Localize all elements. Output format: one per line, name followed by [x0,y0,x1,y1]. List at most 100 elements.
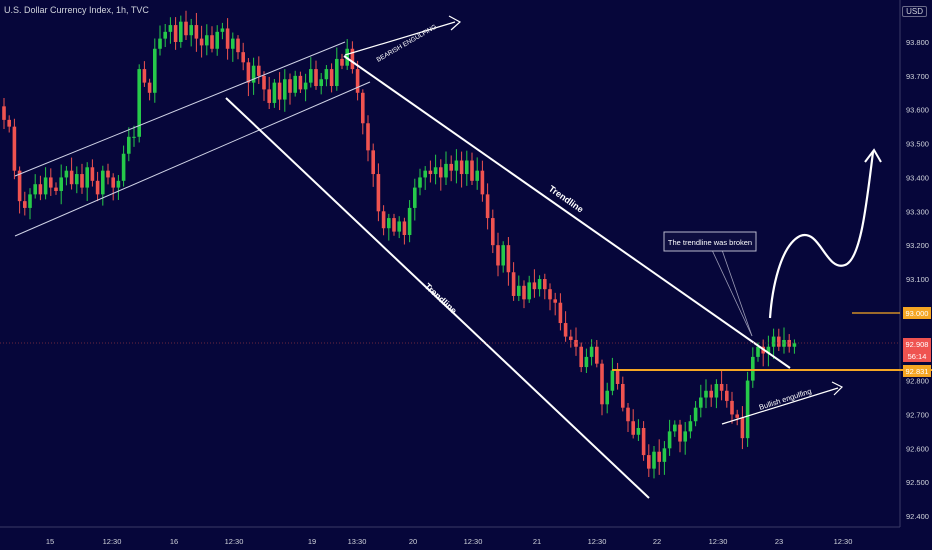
candle-body [127,136,131,154]
candle-body [43,177,48,195]
y-axis: 93.800 93.700 93.600 93.500 93.400 93.300 93.2… [906,38,929,521]
price-label-box [903,365,931,377]
candle-body [381,211,386,229]
candle-body [745,380,750,439]
candle-body [215,31,219,49]
bullish-arrow-line [721,387,839,425]
candle-body [33,184,37,195]
candle-body [584,356,589,368]
candle-body [449,163,453,171]
candle-body [28,194,32,208]
callout-box [663,231,757,252]
candle-body [444,163,448,178]
price-label-text: 92.908 [906,340,929,349]
candle-body [272,82,277,103]
candle-body [225,28,230,49]
candle-body [90,167,95,181]
candle-body [636,428,641,435]
candle-body [595,346,599,364]
y-tick-label: 92.600 [906,444,929,453]
candle-body [236,38,240,53]
channel-upper-line [14,41,346,177]
channel-lower-line [14,81,371,237]
candle-body [137,69,141,137]
candle-body [184,21,188,36]
candle-body [506,245,511,273]
bearish-arrow-head [448,15,462,31]
candle-body [205,35,209,46]
candle-body [657,451,661,462]
candle-body [407,207,412,236]
candle-body [631,421,635,435]
price-label-text: 93.000 [906,309,929,318]
candle-body [64,170,69,178]
candle-body [532,282,537,290]
candle-body [704,390,708,398]
candle-body [683,431,687,442]
candle-body [350,48,355,70]
candle-body [543,279,547,290]
candle-body [725,390,729,401]
candle-body [17,170,22,202]
candle-body [392,218,396,232]
x-tick-label: 12:30 [225,537,244,546]
candle-body [537,279,542,290]
candle-body [12,126,17,171]
candle-body [647,455,651,469]
x-tick-label: 21 [533,537,541,546]
candle-body [792,343,797,347]
candle-body [158,38,162,49]
candle-body [475,170,479,181]
candle-body [80,174,84,188]
x-tick-label: 19 [308,537,316,546]
candle-body [496,245,500,266]
candle-body [418,177,422,188]
y-tick-label: 93.300 [906,207,929,216]
candle-body [439,167,443,178]
candle-body [667,431,672,449]
candle-body [548,289,552,300]
x-tick-label: 16 [170,537,178,546]
price-label-box [903,307,931,319]
candle-body [288,79,292,93]
candle-body [7,119,11,127]
x-tick-label: 20 [409,537,417,546]
candle-body [324,69,329,80]
candle-body [121,153,126,181]
callout-pointer-a [711,249,753,337]
candle-body [662,448,667,462]
candle-body [38,184,43,195]
candle-body [751,356,755,381]
candle-body [75,174,79,185]
candle-body [501,245,505,266]
candle-body [719,383,724,391]
candle-body [231,38,235,49]
candle-body [303,82,308,90]
candle-body [766,346,771,354]
candle-body [621,383,625,408]
y-tick-label: 92.700 [906,410,929,419]
candle-body [699,397,703,408]
candle-body [615,370,620,384]
x-tick-label: 12:30 [464,537,483,546]
y-tick-label: 93.400 [906,173,929,182]
candle-body [433,167,438,175]
candle-body [397,221,401,232]
candle-body [116,180,121,188]
candle-body [85,167,89,188]
candle-body [371,150,375,175]
y-tick-label: 92.500 [906,478,929,487]
candle-body [267,89,271,103]
candle-body [111,177,115,188]
candle-body [132,136,136,138]
candle-body [610,370,615,391]
currency-button[interactable]: USD [902,6,927,17]
candle-body [491,218,495,246]
x-tick-label: 12:30 [709,537,728,546]
candle-body [329,69,334,87]
candle-body [319,79,323,87]
candle-body [413,187,417,208]
y-tick-label: 93.700 [906,72,929,81]
x-tick-label: 12:30 [588,537,607,546]
